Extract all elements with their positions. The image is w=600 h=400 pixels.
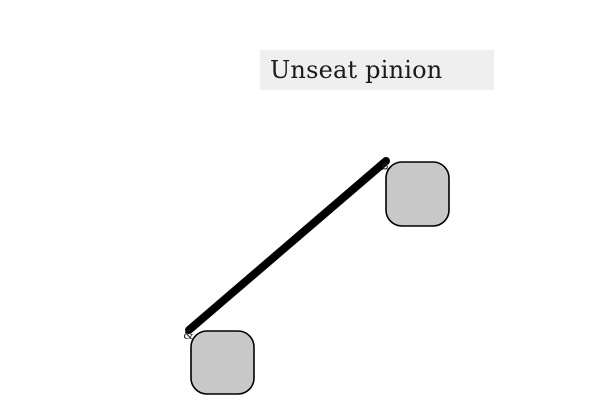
action-label: Unseat pinion [270, 56, 443, 84]
action-label-box: Unseat pinion [260, 50, 494, 90]
block-bottom[interactable] [190, 330, 255, 395]
block-top[interactable] [385, 161, 450, 227]
connector-link [185, 157, 390, 334]
